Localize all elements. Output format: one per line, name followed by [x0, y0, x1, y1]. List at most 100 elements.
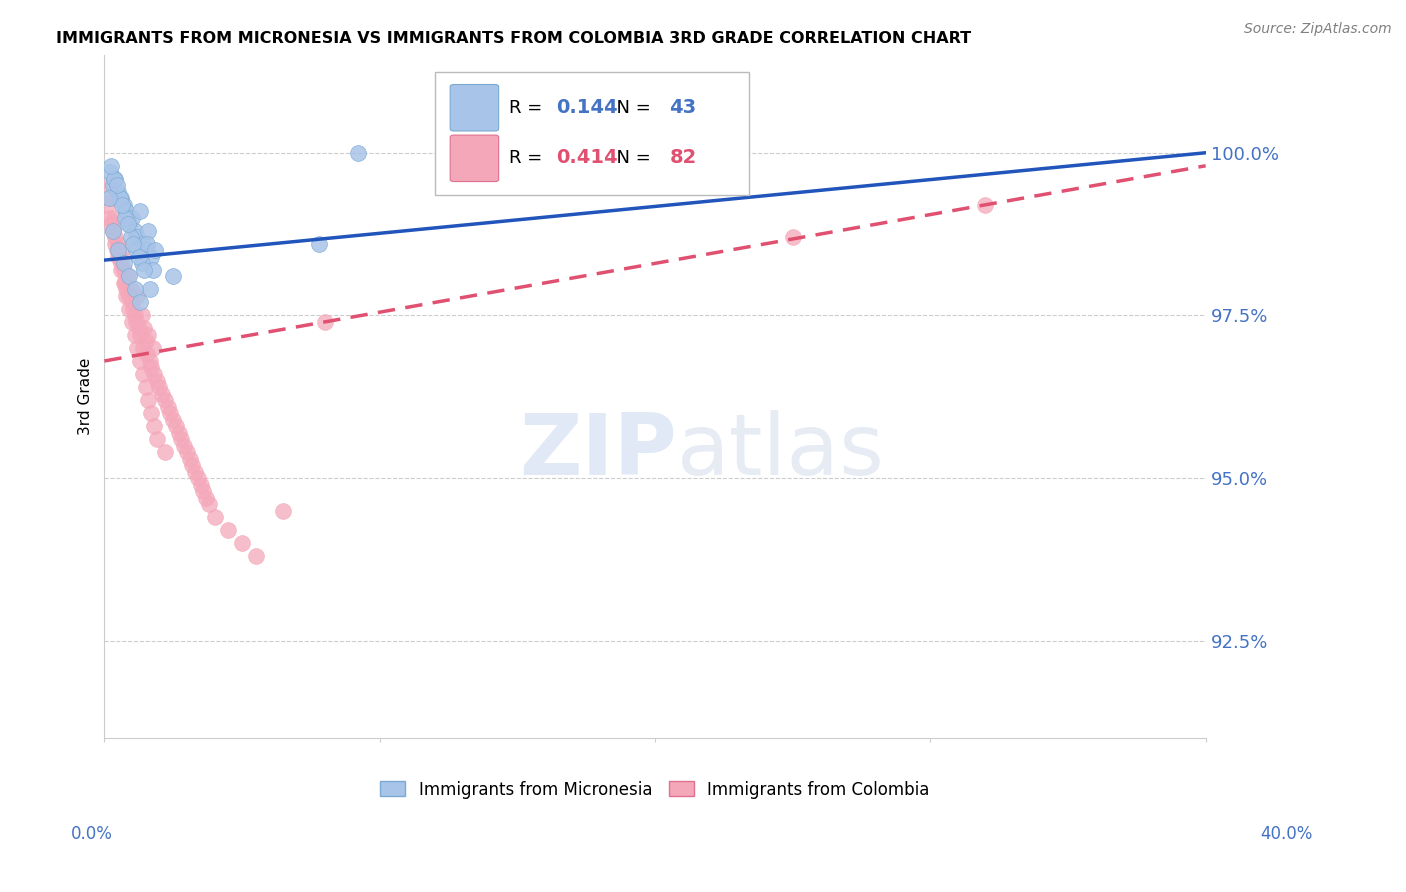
Point [120, 282, 142, 296]
Point [142, 263, 165, 277]
Text: 0.414: 0.414 [555, 148, 617, 167]
Point [142, 367, 165, 381]
Text: 0.144: 0.144 [555, 98, 617, 117]
Point [100, 159, 122, 173]
Point [131, 256, 153, 270]
Point [135, 244, 157, 258]
Point [118, 289, 141, 303]
Point [97, 191, 120, 205]
Point [782, 230, 804, 244]
Point [170, 432, 193, 446]
Point [124, 224, 146, 238]
Text: N =: N = [606, 99, 657, 117]
Point [139, 282, 162, 296]
Point [124, 309, 146, 323]
Point [141, 250, 163, 264]
Point [112, 276, 135, 290]
Point [124, 282, 146, 296]
Point [314, 315, 336, 329]
Text: IMMIGRANTS FROM MICRONESIA VS IMMIGRANTS FROM COLOMBIA 3RD GRADE CORRELATION CHA: IMMIGRANTS FROM MICRONESIA VS IMMIGRANTS… [56, 31, 972, 46]
Point [115, 289, 138, 303]
Point [111, 198, 134, 212]
Point [107, 185, 129, 199]
Point [217, 523, 239, 537]
Point [98, 191, 121, 205]
Point [110, 256, 132, 270]
Point [115, 282, 138, 296]
Point [134, 321, 156, 335]
Point [167, 425, 190, 440]
Point [156, 400, 179, 414]
Point [111, 244, 134, 258]
Point [138, 392, 160, 407]
Point [131, 309, 153, 323]
Point [179, 451, 201, 466]
Legend: Immigrants from Micronesia, Immigrants from Colombia: Immigrants from Micronesia, Immigrants f… [374, 774, 936, 805]
Point [193, 484, 215, 499]
Point [101, 224, 124, 238]
Point [308, 236, 330, 251]
FancyBboxPatch shape [450, 85, 499, 131]
Point [181, 458, 204, 472]
Point [105, 178, 128, 193]
Point [145, 374, 167, 388]
Point [132, 367, 155, 381]
Point [112, 256, 135, 270]
Point [98, 178, 121, 193]
Point [129, 204, 152, 219]
Text: ZIP: ZIP [519, 410, 678, 493]
Point [132, 341, 155, 355]
Text: 0.0%: 0.0% [70, 825, 112, 843]
Point [103, 171, 125, 186]
Point [184, 465, 207, 479]
Text: 40.0%: 40.0% [1260, 825, 1313, 843]
Point [118, 301, 141, 316]
Point [121, 211, 143, 225]
Point [127, 230, 149, 244]
Point [132, 236, 155, 251]
Point [128, 321, 150, 335]
Point [118, 217, 141, 231]
Point [148, 380, 170, 394]
Point [162, 269, 184, 284]
Point [110, 191, 132, 205]
Point [104, 230, 127, 244]
Y-axis label: 3rd Grade: 3rd Grade [79, 358, 93, 435]
Point [150, 386, 173, 401]
Text: 82: 82 [669, 148, 696, 167]
Text: N =: N = [606, 149, 657, 167]
Point [107, 236, 129, 251]
Point [135, 334, 157, 349]
Text: 43: 43 [669, 98, 696, 117]
Point [103, 211, 125, 225]
Point [145, 432, 167, 446]
Point [107, 244, 129, 258]
Point [104, 171, 127, 186]
Point [141, 406, 163, 420]
Point [162, 412, 184, 426]
Point [124, 328, 146, 343]
Point [121, 315, 143, 329]
FancyBboxPatch shape [434, 72, 748, 195]
Point [204, 510, 226, 524]
Point [173, 439, 195, 453]
Point [153, 445, 176, 459]
Point [159, 406, 181, 420]
Point [245, 549, 267, 564]
Point [108, 191, 131, 205]
Point [136, 347, 159, 361]
Point [129, 354, 152, 368]
Point [107, 250, 129, 264]
Point [129, 328, 152, 343]
Point [127, 289, 149, 303]
Point [114, 276, 136, 290]
Point [187, 471, 209, 485]
Point [165, 419, 187, 434]
Text: R =: R = [509, 99, 547, 117]
Point [231, 536, 253, 550]
Point [112, 263, 135, 277]
Point [97, 211, 120, 225]
Point [134, 263, 156, 277]
Point [142, 341, 165, 355]
Point [135, 380, 157, 394]
